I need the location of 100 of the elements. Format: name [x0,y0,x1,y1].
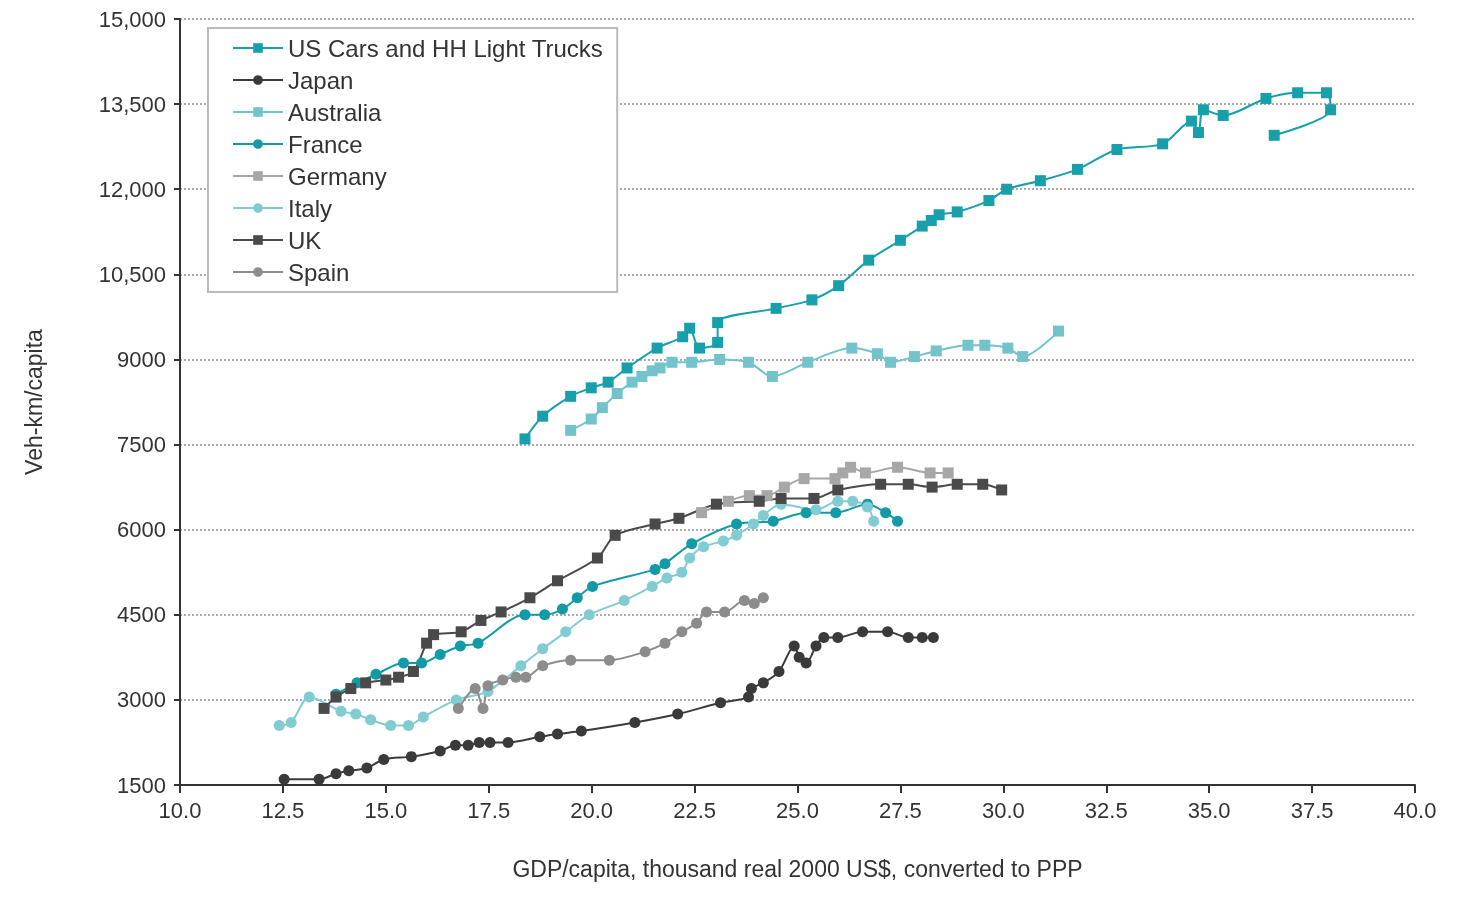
point [810,504,822,516]
point [979,339,991,351]
point [875,478,887,490]
point [738,595,750,607]
point [698,541,710,553]
point [719,606,731,618]
point [524,592,536,604]
point [1320,87,1332,99]
point [753,495,765,507]
point [520,671,532,683]
point [672,708,684,720]
point [880,507,892,519]
point [722,495,734,507]
point [1268,129,1280,141]
point [609,529,621,541]
legend-label: Italy [288,194,333,222]
point [482,680,494,692]
point [902,631,914,643]
point [552,575,563,587]
point [691,617,703,629]
point [710,498,722,510]
legend-label: Australia [288,98,383,126]
point [951,206,963,218]
point [407,666,419,678]
point [1260,92,1272,104]
point [983,195,995,207]
point [583,609,595,621]
point [712,317,724,329]
point [1002,342,1014,354]
x-tick-label: 35.0 [1187,797,1231,823]
point [318,702,330,714]
point [1111,144,1123,155]
point [977,478,989,490]
x-tick-label: 32.5 [1084,797,1128,823]
point [673,512,685,524]
point [378,753,390,765]
point [810,640,822,652]
point [788,640,800,652]
point [882,626,894,638]
x-tick-label: 15.0 [364,797,408,823]
legend-label: US Cars and HH Light Trucks [288,34,603,62]
point [534,731,546,743]
point [585,382,597,394]
point [802,356,814,368]
point [908,351,920,363]
point [537,643,549,655]
point [684,552,696,564]
x-axis-title: GDP/capita, thousand real 2000 US$, converted to PPP [512,855,1083,882]
y-tick-label: 3000 [117,687,166,713]
point [473,736,485,748]
point [416,657,428,669]
point [773,666,785,678]
point [393,671,405,683]
point [565,654,577,666]
point [519,609,531,621]
point [472,637,484,649]
point [455,626,467,638]
point [916,220,928,232]
point [1157,138,1169,150]
point [611,387,623,399]
point [930,345,942,357]
point [743,691,755,703]
point [1292,87,1304,99]
point [510,671,522,683]
point [1053,325,1064,337]
point [303,691,315,703]
point [833,280,845,292]
point [757,677,769,689]
point [832,631,844,643]
x-tick-label: 27.5 [879,797,922,823]
point [1192,126,1204,138]
point [602,376,614,388]
point [902,478,914,490]
x-tick-label: 12.5 [261,797,305,823]
point [365,714,377,726]
point [452,702,464,714]
point [775,492,787,504]
point [484,736,496,748]
point [684,322,696,334]
point [757,592,769,604]
point [421,637,433,649]
point [649,563,661,575]
point [537,410,549,422]
point [596,402,608,414]
x-tick-label: 25.0 [776,797,819,823]
point [571,592,583,604]
point [847,495,859,507]
point [677,331,689,343]
point [454,640,466,652]
point [714,353,726,365]
x-tick-label: 17.5 [467,797,511,823]
point [385,719,397,731]
point [1071,163,1083,175]
x-tick-label: 30.0 [981,797,1025,823]
point [845,461,857,473]
point [676,626,688,638]
point [885,356,897,368]
x-tick-label: 20.0 [570,797,614,823]
point [951,478,963,490]
point [649,518,661,530]
